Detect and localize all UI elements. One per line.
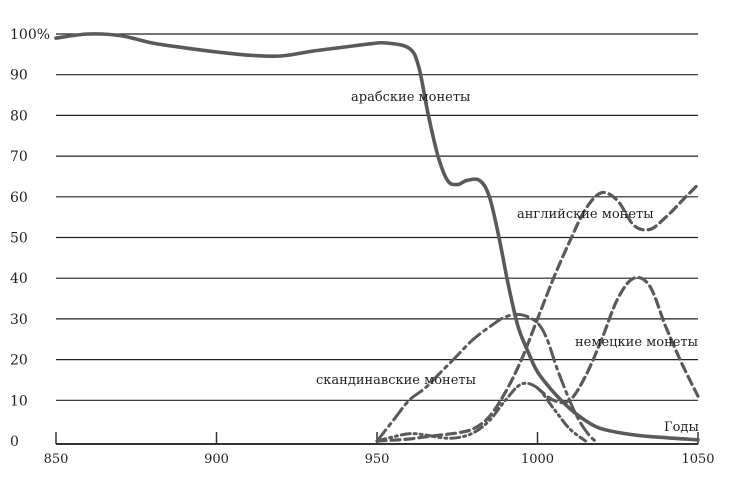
y-tick-labels: 0 10 20 30 40 50 60 70 80 90 100% (10, 27, 50, 450)
x-axis: 850 900 950 1000 1050 (44, 432, 715, 467)
grid-lines (56, 33, 698, 401)
y-tick-label: 80 (10, 108, 28, 124)
y-tick-label: 70 (10, 149, 28, 165)
label-scandinavian-coins: скандинавские монеты (316, 373, 476, 388)
y-tick-label: 100% (10, 27, 50, 43)
x-tick-label: 1050 (681, 452, 714, 467)
label-arabic-coins: арабские монеты (351, 90, 470, 105)
series-line-4 (375, 312, 597, 443)
series-line-1 (54, 32, 700, 442)
label-english-coins: английские монеты (517, 207, 654, 222)
y-tick-label: 30 (10, 312, 28, 328)
series-lines (54, 32, 700, 443)
x-tick-label: 900 (204, 452, 229, 467)
y-tick-label: 20 (10, 353, 28, 369)
y-tick-label: 50 (10, 231, 28, 247)
x-tick-label: 1000 (521, 452, 554, 467)
series-line-2 (375, 183, 700, 443)
x-tick-label: 950 (365, 452, 390, 467)
y-tick-label: 40 (10, 271, 28, 287)
y-tick-label: 10 (10, 393, 28, 409)
y-tick-label: 90 (10, 68, 28, 84)
y-tick-label: 60 (10, 190, 28, 206)
x-tick-label: 850 (44, 452, 69, 467)
x-axis-title: Годы (664, 420, 699, 435)
label-german-coins: немецкие монеты (575, 335, 698, 350)
series-line-5 (375, 381, 588, 443)
series-line-3 (535, 275, 700, 405)
y-tick-label: 0 (10, 434, 19, 450)
